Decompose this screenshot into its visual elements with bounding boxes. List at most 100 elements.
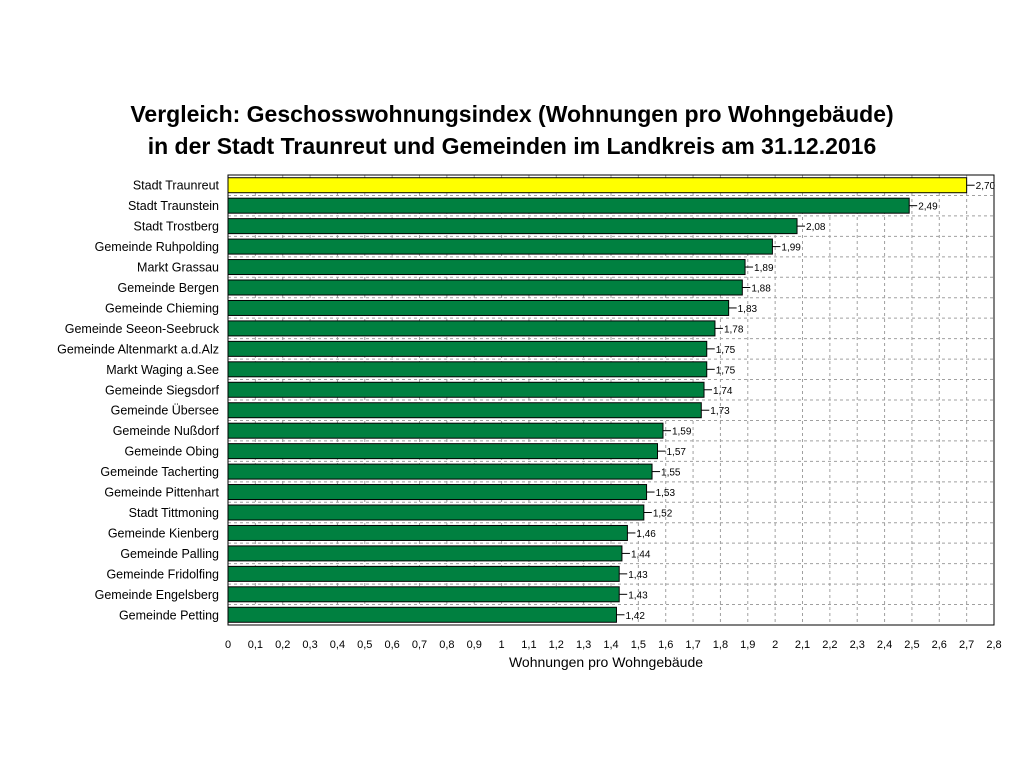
category-label: Gemeinde Nußdorf [113,424,220,438]
bar [227,484,648,501]
bar [227,218,798,235]
bar [227,381,705,398]
value-label: 1,73 [710,406,730,417]
value-labels: 2,70 2,49 2,08 1,99 1,89 1,88 1,83 1,78 1,75 1,75… [616,181,996,622]
category-label: Gemeinde Kienberg [108,526,219,540]
x-tick-label: 1,8 [713,639,728,651]
value-label: 2,49 [918,202,938,213]
value-label: 1,75 [716,365,736,376]
x-tick-label: 0,5 [357,639,372,651]
chart-title-line-1: Vergleich: Geschosswohnungsindex (Wohnun… [130,101,894,127]
x-tick-label: 0,1 [248,639,263,651]
category-labels: Stadt Traunreut Stadt Traunstein Stadt Tro… [57,179,220,623]
bar [227,197,910,214]
bar [227,422,664,439]
category-label: Gemeinde Ruhpolding [95,240,219,254]
value-label: 2,70 [976,181,996,192]
category-label: Stadt Trostberg [134,220,220,234]
value-label: 1,46 [636,529,656,540]
x-tick-label: 0,9 [467,639,482,651]
value-label: 1,78 [724,324,744,335]
bar [227,402,702,419]
chart-title-line-2: in der Stadt Traunreut und Gemeinden im … [147,133,877,159]
value-label: 1,53 [656,488,676,499]
value-label: 2,08 [806,222,826,233]
value-label: 1,55 [661,468,681,479]
value-label: 1,43 [628,590,648,601]
bar [227,320,716,337]
value-label: 1,52 [653,509,673,520]
category-label: Gemeinde Obing [124,445,219,459]
value-label: 1,74 [713,386,733,397]
value-label: 1,43 [628,570,648,581]
value-label: 1,75 [716,345,736,356]
x-tick-label: 2 [772,639,778,651]
x-tick-labels: 0 0,1 0,2 0,3 0,4 0,5 0,6 0,7 0,8 0,9 1 1,1 1,2 1,3 1,… [225,639,1002,651]
x-tick-label: 0,6 [384,639,399,651]
bar [227,606,617,623]
category-label: Gemeinde Seeon-Seebruck [65,322,220,336]
category-label: Markt Waging a.See [106,363,219,377]
category-label: Gemeinde Siegsdorf [105,383,219,397]
category-label: Gemeinde Engelsberg [95,588,219,602]
value-label: 1,44 [631,549,651,560]
x-tick-label: 1,1 [521,639,536,651]
bar [227,361,708,378]
chart-title: Vergleich: Geschosswohnungsindex (Wohnun… [0,98,1024,162]
bar [227,545,623,562]
x-tick-label: 1,6 [658,639,673,651]
x-tick-label: 2,7 [959,639,974,651]
x-tick-label: 0,7 [412,639,427,651]
x-tick-label: 1,2 [549,639,564,651]
bar [227,443,659,460]
x-axis-title: Wohnungen pro Wohngebäude [509,654,703,670]
category-label: Stadt Traunstein [128,199,219,213]
value-label: 1,57 [667,447,687,458]
x-tick-label: 0,3 [302,639,317,651]
category-label: Gemeinde Chieming [105,301,219,315]
category-label: Gemeinde Bergen [118,281,220,295]
x-tick-label: 2,5 [904,639,919,651]
bar [227,586,620,603]
x-tick-label: 2,1 [795,639,810,651]
category-label: Gemeinde Pittenhart [104,486,219,500]
value-label: 1,88 [751,284,771,295]
category-label: Gemeinde Tacherting [100,465,219,479]
value-label: 1,99 [781,243,801,254]
bar [227,565,620,582]
bar [227,504,645,521]
bar [227,463,653,480]
plot-area-frame [227,174,995,626]
x-tick-label: 0 [225,639,231,651]
value-label: 1,42 [625,611,645,622]
value-label: 1,59 [672,427,692,438]
x-tick-label: 1,4 [603,639,618,651]
x-tick-label: 1 [499,639,505,651]
category-label: Markt Grassau [137,261,219,275]
category-label: Gemeinde Petting [119,608,219,622]
bar [227,279,743,296]
x-tick-label: 2,6 [932,639,947,651]
category-label: Gemeinde Übersee [111,404,219,418]
category-label: Gemeinde Fridolfing [106,567,219,581]
value-label: 1,89 [754,263,774,274]
x-tick-label: 2,4 [877,639,892,651]
x-tick-label: 0,2 [275,639,290,651]
category-label: Gemeinde Palling [120,547,219,561]
x-tick-label: 0,4 [330,639,345,651]
x-tick-label: 1,9 [740,639,755,651]
x-tick-label: 2,2 [822,639,837,651]
category-label: Stadt Traunreut [133,179,220,193]
category-label: Gemeinde Altenmarkt a.d.Alz [57,342,219,356]
bar [227,177,968,194]
x-tick-label: 1,5 [631,639,646,651]
bar [227,299,730,316]
x-tick-label: 1,7 [685,639,700,651]
bars [227,177,968,623]
x-tick-label: 2,8 [986,639,1001,651]
x-tick-label: 0,8 [439,639,454,651]
bar [227,524,628,541]
bar [227,238,773,255]
bar [227,259,746,276]
